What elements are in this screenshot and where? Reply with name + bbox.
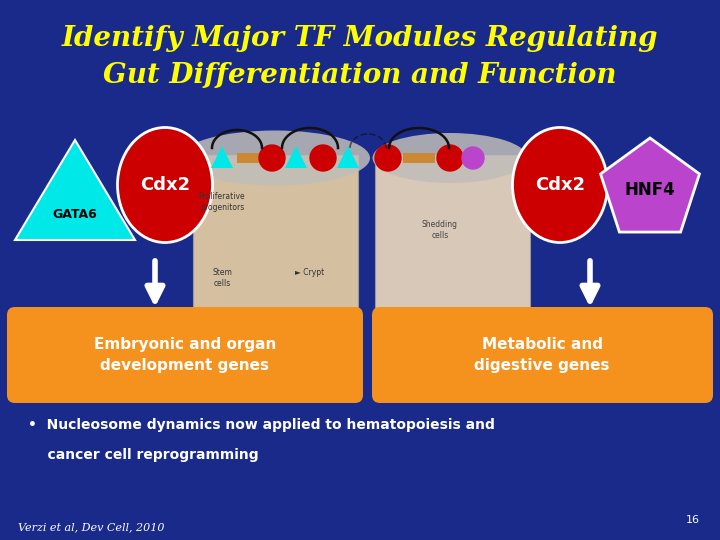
Text: HNF4: HNF4 [625,181,675,199]
Text: Verzi et al, Dev Cell, 2010: Verzi et al, Dev Cell, 2010 [18,522,164,532]
FancyBboxPatch shape [237,153,265,163]
Text: Cdx2: Cdx2 [535,176,585,194]
Polygon shape [285,146,307,168]
Text: •  Nucleosome dynamics now applied to hematopoiesis and: • Nucleosome dynamics now applied to hem… [28,418,495,432]
Text: Identify Major TF Modules Regulating: Identify Major TF Modules Regulating [62,24,658,51]
Circle shape [310,145,336,171]
Text: GATA6: GATA6 [53,208,97,221]
Ellipse shape [372,133,528,183]
Ellipse shape [180,131,370,186]
Text: cancer cell reprogramming: cancer cell reprogramming [28,448,258,462]
FancyBboxPatch shape [7,307,363,403]
Polygon shape [600,138,699,232]
Text: Embryonic and organ
development genes: Embryonic and organ development genes [94,337,276,373]
Polygon shape [15,140,135,240]
Text: Shedding
cells: Shedding cells [422,220,458,240]
Polygon shape [337,146,359,168]
Polygon shape [211,146,233,168]
Ellipse shape [513,127,608,242]
Text: Cdx2: Cdx2 [140,176,190,194]
Circle shape [437,145,463,171]
Circle shape [375,145,401,171]
Text: Metabolic and
digestive genes: Metabolic and digestive genes [474,337,610,373]
FancyBboxPatch shape [375,155,530,315]
Text: Proliferative
progenitors: Proliferative progenitors [199,192,246,212]
Circle shape [462,147,484,169]
FancyBboxPatch shape [193,155,358,315]
Text: 16: 16 [686,515,700,525]
FancyBboxPatch shape [372,307,713,403]
Ellipse shape [117,127,212,242]
Text: Gut Differentiation and Function: Gut Differentiation and Function [103,62,617,89]
Text: ► Crypt: ► Crypt [295,268,325,277]
Circle shape [259,145,285,171]
FancyBboxPatch shape [403,153,435,163]
Text: Stem
cells: Stem cells [212,268,232,288]
